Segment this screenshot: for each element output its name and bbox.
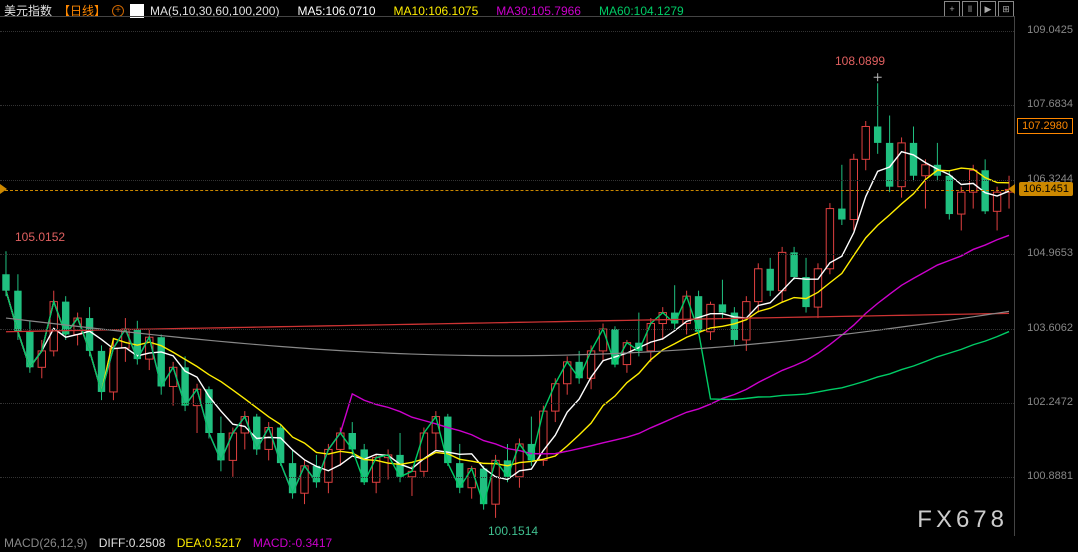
y-tick-label: 109.0425 xyxy=(1027,24,1073,36)
price-annotation: 105.0152 xyxy=(15,230,65,244)
tool-crosshair-icon[interactable]: + xyxy=(944,1,960,17)
marker-arrow-right-icon xyxy=(1008,184,1015,194)
price-annotation: 100.1514 xyxy=(488,524,538,538)
y-tick-label: 107.6834 xyxy=(1027,98,1073,110)
last-close-line xyxy=(0,190,1014,191)
macd-params: MACD(26,12,9) xyxy=(4,536,87,550)
macd-legend: MACD(26,12,9) DIFF:0.2508 DEA:0.5217 MAC… xyxy=(4,536,340,550)
y-tick-label: 100.8881 xyxy=(1027,470,1073,482)
marker-arrow-left-icon xyxy=(0,184,7,194)
macd-dea: DEA:0.5217 xyxy=(177,536,242,550)
macd-value: MACD:-0.3417 xyxy=(253,536,332,550)
tool-bars-icon[interactable]: ll xyxy=(962,1,978,17)
y-tick-label: 102.2472 xyxy=(1027,396,1073,408)
price-annotation: 108.0899 xyxy=(835,54,885,68)
y-highlight-last-close: 106.1451 xyxy=(1019,182,1073,196)
tool-play-icon[interactable]: ▶ xyxy=(980,1,996,17)
chart-toolbar: + ll ▶ ⊞ xyxy=(944,1,1014,17)
watermark: FX678 xyxy=(917,506,1008,534)
tool-settings-icon[interactable]: ⊞ xyxy=(998,1,1014,17)
y-highlight-prominent: 107.2980 xyxy=(1017,118,1073,134)
y-axis: 109.0425107.6834106.3244104.9653103.6062… xyxy=(1015,16,1078,536)
chart-area[interactable] xyxy=(0,16,1015,536)
add-indicator-icon[interactable]: + xyxy=(112,5,124,17)
macd-diff: DIFF:0.2508 xyxy=(99,536,166,550)
y-tick-label: 104.9653 xyxy=(1027,247,1073,259)
price-plot xyxy=(0,17,1015,537)
y-tick-label: 103.6062 xyxy=(1027,322,1073,334)
